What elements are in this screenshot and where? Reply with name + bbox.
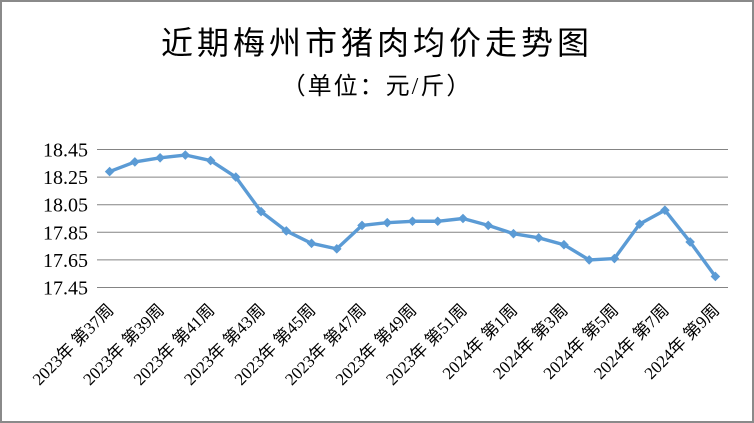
data-point-marker [533,233,544,243]
data-point-marker [104,166,115,177]
y-axis-tick-label: 17.65 [43,250,88,272]
data-point-marker [155,152,165,163]
data-point-marker [331,244,342,254]
data-point-marker [180,150,191,160]
data-point-marker [205,155,216,166]
data-point-marker [609,253,620,264]
data-point-marker [357,220,367,231]
data-point-marker [407,216,418,227]
data-point-marker [458,213,468,224]
data-point-marker [231,172,241,182]
data-point-marker [685,237,695,247]
chart-title: 近期梅州市猪肉均价走势图 [160,25,593,61]
data-point-marker [432,216,443,227]
y-axis-tick-label: 18.45 [43,140,88,162]
price-line-series [107,153,718,279]
y-axis-tick-label: 18.05 [43,195,88,217]
data-point-marker [306,238,317,249]
data-point-marker [281,226,292,236]
data-point-marker [559,239,569,250]
y-axis-tick-label: 17.45 [43,278,88,300]
data-point-marker [584,255,594,265]
data-point-marker [508,228,519,239]
data-point-marker [256,206,266,217]
y-axis-tick-label: 18.25 [43,167,88,189]
data-point-marker [382,217,393,228]
data-point-marker [710,271,721,282]
data-point-marker [130,157,140,167]
data-point-marker [660,205,670,216]
y-axis-tick-label: 17.85 [43,222,88,244]
data-point-marker [634,219,645,229]
chart-subtitle: （单位：元/斤） [281,74,473,100]
data-point-marker [483,220,494,231]
